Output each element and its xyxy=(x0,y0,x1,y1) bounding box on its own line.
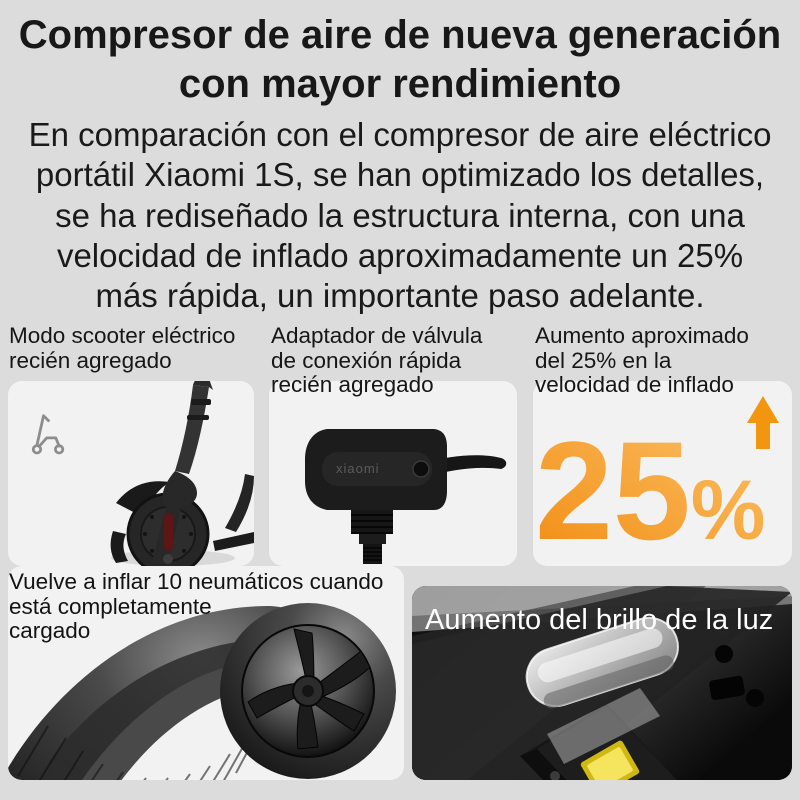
svg-text:Aumento del brillo de la luz: Aumento del brillo de la luz xyxy=(425,604,773,636)
svg-text:xiaomi: xiaomi xyxy=(336,461,380,476)
svg-text:25%: 25% xyxy=(535,412,765,566)
